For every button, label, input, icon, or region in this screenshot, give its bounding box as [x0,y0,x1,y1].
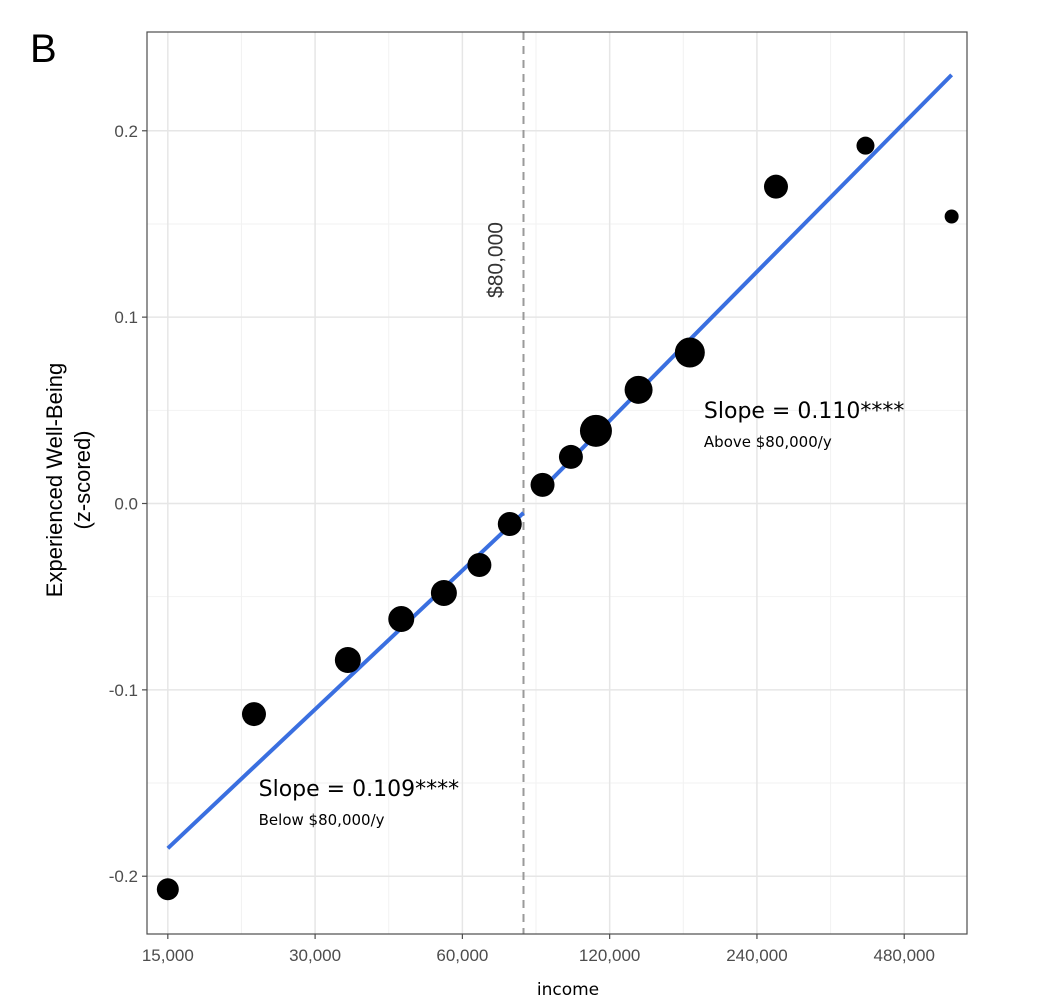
y-axis-title-line: (z-scored) [70,430,95,529]
x-tick-label: 30,000 [289,946,341,965]
panel-label: B [30,27,57,71]
slope-annotation-subtitle: Below $80,000/y [259,811,385,829]
fit-lines [166,73,954,850]
reference-line-group: $80,000 [485,32,525,934]
slope-annotation-above: Slope = 0.110**** [704,399,904,424]
data-point [156,878,179,901]
y-tick-label: -0.2 [109,867,138,886]
data-point [579,414,612,447]
y-axis-title: Experienced Well-Being (z-scored) [42,363,95,597]
reference-line-label: $80,000 [485,222,508,298]
data-point [558,444,583,469]
x-axis-ticks: 15,000 30,000 60,000 120,000 240,000 480,000 [142,934,935,965]
grid [147,32,967,934]
y-tick-label: 0.1 [114,308,138,327]
x-tick-label: 15,000 [142,946,194,965]
y-tick-label: -0.1 [109,681,138,700]
x-tick-label: 60,000 [436,946,488,965]
fit-line-above [541,73,954,490]
slope-annotation-subtitle: Above $80,000/y [704,433,832,451]
x-tick-label: 120,000 [579,946,640,965]
data-point [388,606,415,633]
data-point [944,209,959,224]
x-axis-title: income [537,980,599,1000]
data-point [674,337,705,368]
y-tick-label: 0.2 [114,122,138,141]
data-point [497,512,522,536]
data-point [530,472,555,497]
data-point [856,136,875,155]
data-point [430,579,457,606]
data-points [156,136,959,901]
y-axis-title-line: Experienced Well-Being [42,363,67,597]
y-axis-ticks: -0.2 -0.1 0.0 0.1 0.2 [109,122,147,886]
fit-line-below [166,511,525,850]
slope-annotations: Slope = 0.109**** Below $80,000/y Slope = … [259,399,905,829]
plot-frame [146,31,968,935]
data-point [241,702,266,727]
data-point [763,174,788,199]
slope-annotation-below: Slope = 0.109**** [259,777,459,802]
data-point [334,647,361,674]
x-tick-label: 240,000 [726,946,787,965]
data-point [467,553,492,577]
y-tick-label: 0.0 [114,495,138,514]
x-tick-label: 480,000 [873,946,934,965]
data-point [624,375,653,404]
